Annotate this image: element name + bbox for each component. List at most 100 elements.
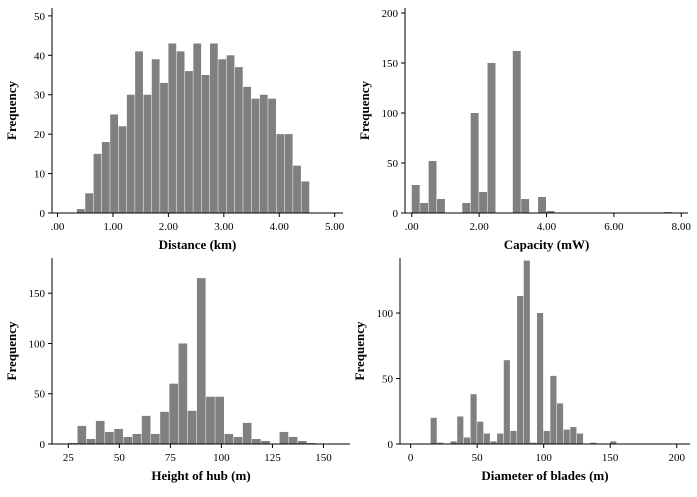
y-tick-label: 50 bbox=[382, 374, 394, 386]
histogram-bar bbox=[252, 438, 261, 444]
y-axis-label: Frequency bbox=[4, 81, 19, 140]
histogram-bar bbox=[95, 420, 105, 444]
histogram-bar bbox=[206, 396, 215, 444]
histogram-bar bbox=[490, 441, 497, 444]
y-tick-label: 0 bbox=[393, 208, 399, 220]
histogram-bar bbox=[470, 113, 479, 213]
histogram-bar bbox=[234, 67, 243, 213]
histogram-bar bbox=[556, 403, 564, 444]
y-axis-label: Frequency bbox=[352, 321, 367, 380]
y-tick-label: 40 bbox=[34, 50, 46, 62]
y-tick-label: 0 bbox=[40, 208, 46, 220]
histogram-bar bbox=[118, 126, 127, 213]
histogram-bar bbox=[160, 82, 168, 214]
histogram-bar bbox=[284, 134, 293, 213]
histogram-bar bbox=[538, 197, 546, 213]
y-tick-label: 50 bbox=[387, 158, 399, 170]
histogram-bar bbox=[86, 438, 96, 444]
x-tick-label: 3.00 bbox=[214, 221, 234, 233]
histogram-bar bbox=[132, 433, 142, 444]
histogram-bar bbox=[430, 417, 437, 444]
histogram-bar bbox=[497, 433, 504, 444]
histogram-bar bbox=[517, 295, 524, 444]
histogram-bar bbox=[261, 440, 270, 444]
histogram-bar bbox=[546, 211, 555, 213]
histogram-bar bbox=[437, 199, 445, 213]
x-tick-label: 100 bbox=[213, 452, 230, 464]
histogram-bar bbox=[420, 203, 429, 213]
x-axis-label: Diameter of blades (m) bbox=[481, 468, 608, 483]
histogram-bar bbox=[209, 43, 218, 214]
histogram-bar bbox=[105, 431, 114, 444]
y-axis-label: Frequency bbox=[4, 321, 19, 380]
y-tick-label: 50 bbox=[34, 389, 46, 401]
x-tick-label: 100 bbox=[535, 452, 552, 464]
histogram-bar bbox=[218, 59, 227, 213]
histogram-bar bbox=[457, 416, 464, 444]
histogram-bar bbox=[483, 433, 490, 444]
x-tick-label: 25 bbox=[63, 452, 75, 464]
histogram-bar bbox=[101, 142, 110, 213]
histogram-bar bbox=[307, 442, 316, 444]
histogram-bar bbox=[462, 203, 471, 213]
x-tick-label: 4.00 bbox=[270, 221, 290, 233]
histogram-bar bbox=[563, 429, 570, 444]
x-tick-label: 150 bbox=[315, 452, 332, 464]
histogram-bar bbox=[470, 394, 477, 444]
histogram-bar bbox=[114, 428, 123, 444]
histogram-bar bbox=[77, 425, 87, 444]
y-tick-label: 200 bbox=[382, 8, 399, 20]
histogram-3: 0 50 100 150 25 50 75 100 125 150 Height of hub (m… bbox=[4, 258, 350, 483]
histogram-bar bbox=[251, 98, 260, 213]
y-tick-label: 100 bbox=[29, 338, 46, 350]
x-tick-label: 0 bbox=[408, 452, 414, 464]
histogram-bar bbox=[487, 63, 496, 213]
histogram-bar bbox=[135, 51, 143, 214]
x-axis-label: Capacity (mW) bbox=[504, 237, 590, 252]
histogram-1: 0 10 20 30 40 50 .00 1.00 2.00 3.00 4.00 5.00 Distan… bbox=[4, 8, 345, 252]
histogram-bar bbox=[503, 360, 510, 444]
histogram-bar bbox=[512, 51, 521, 213]
histogram-bar bbox=[201, 75, 210, 214]
histogram-bar bbox=[510, 430, 517, 444]
histogram-bar bbox=[242, 422, 252, 444]
histogram-bar bbox=[123, 436, 133, 444]
histogram-bar bbox=[537, 313, 544, 444]
histogram-bar bbox=[479, 192, 488, 213]
y-tick-label: 150 bbox=[382, 58, 399, 70]
x-tick-label: 150 bbox=[602, 452, 619, 464]
histogram-bar bbox=[187, 410, 197, 444]
histogram-bar bbox=[411, 185, 420, 213]
histogram-bar bbox=[126, 94, 135, 213]
histogram-bar bbox=[477, 421, 484, 444]
histogram-bar bbox=[76, 209, 85, 213]
histogram-bar bbox=[259, 94, 268, 213]
x-tick-label: .00 bbox=[405, 221, 419, 233]
y-tick-label: 100 bbox=[382, 108, 399, 120]
histogram-bar bbox=[293, 165, 301, 213]
x-tick-label: 50 bbox=[472, 452, 484, 464]
histogram-bar bbox=[543, 430, 550, 444]
histogram-bar bbox=[224, 433, 234, 444]
x-tick-label: 2.00 bbox=[469, 221, 489, 233]
histogram-bar bbox=[233, 436, 243, 444]
histogram-bar bbox=[610, 441, 617, 444]
histogram-bar bbox=[530, 442, 537, 444]
histogram-bar bbox=[570, 426, 577, 444]
x-tick-label: 1.00 bbox=[103, 221, 123, 233]
histogram-bar bbox=[576, 433, 584, 444]
x-axis-label: Height of hub (m) bbox=[151, 468, 250, 483]
x-tick-label: 125 bbox=[264, 452, 281, 464]
histogram-bar bbox=[68, 442, 78, 444]
y-tick-label: 100 bbox=[377, 308, 394, 320]
x-tick-label: 50 bbox=[114, 452, 126, 464]
histogram-bar bbox=[450, 441, 457, 444]
histogram-bar bbox=[143, 94, 152, 213]
histogram-bar bbox=[196, 278, 206, 444]
histogram-bar bbox=[226, 55, 235, 214]
histogram-bar bbox=[523, 260, 530, 444]
histogram-bar bbox=[141, 415, 151, 444]
histogram-bar bbox=[276, 134, 285, 213]
y-tick-label: 30 bbox=[34, 90, 46, 102]
